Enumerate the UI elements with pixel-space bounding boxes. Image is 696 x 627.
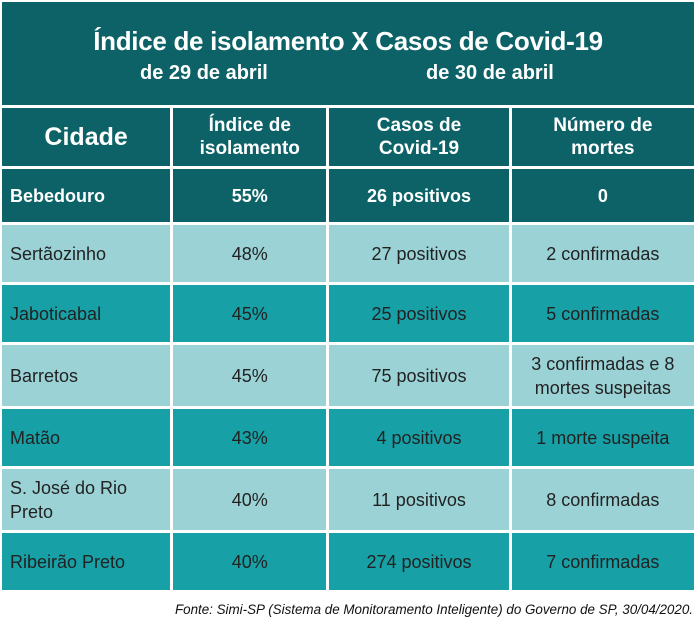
cell-indice: 55% xyxy=(173,169,327,222)
cell-casos: 11 positivos xyxy=(329,469,509,530)
table-row: Barretos 45% 75 positivos 3 confirmadas … xyxy=(2,345,694,406)
table-row: Jaboticabal 45% 25 positivos 5 confirmad… xyxy=(2,285,694,342)
cell-indice: 45% xyxy=(173,345,327,406)
cell-indice: 40% xyxy=(173,469,327,530)
cell-cidade-text: S. José do Rio Preto xyxy=(10,477,128,522)
cell-casos: 4 positivos xyxy=(329,409,509,466)
table-row: Sertãozinho 48% 27 positivos 2 confirmad… xyxy=(2,225,694,282)
table-row: Ribeirão Preto 40% 274 positivos 7 confi… xyxy=(2,533,694,590)
title-banner: Índice de isolamento X Casos de Covid-19… xyxy=(2,2,694,106)
cell-mortes: 0 xyxy=(511,169,694,222)
subtitle-cases-date: de 30 de abril xyxy=(426,62,554,84)
chart-title: Índice de isolamento X Casos de Covid-19 xyxy=(93,26,603,56)
cell-cidade: Bebedouro xyxy=(2,169,171,222)
subtitle-isolation-date: de 29 de abril xyxy=(140,62,268,84)
cell-mortes: 7 confirmadas xyxy=(511,533,694,590)
table-row: Matão 43% 4 positivos 1 morte suspeita xyxy=(2,409,694,466)
source-note: Fonte: Simi-SP (Sistema de Monitoramento… xyxy=(174,602,693,617)
cell-mortes: 1 morte suspeita xyxy=(511,409,694,466)
cell-mortes: 3 confirmadas e 8 mortes suspeitas xyxy=(511,345,694,406)
cell-mortes-text: 3 confirmadas e 8 mortes suspeitas xyxy=(531,353,675,398)
cell-casos: 75 positivos xyxy=(329,345,509,406)
cell-cidade: Ribeirão Preto xyxy=(2,533,171,590)
cell-casos: 26 positivos xyxy=(329,169,509,222)
cell-indice: 45% xyxy=(173,285,327,342)
cell-cidade: Sertãozinho xyxy=(2,225,171,282)
data-table: Cidade Índice de isolamento Casos de Cov… xyxy=(0,105,696,593)
table-row: Bebedouro 55% 26 positivos 0 xyxy=(2,169,694,222)
table-header-row: Cidade Índice de isolamento Casos de Cov… xyxy=(2,108,694,166)
cell-mortes: 5 confirmadas xyxy=(511,285,694,342)
cell-indice: 40% xyxy=(173,533,327,590)
column-header-mortes: Número de mortes xyxy=(511,108,694,166)
column-header-indice-label: Índice de isolamento xyxy=(199,115,300,159)
cell-cidade: Matão xyxy=(2,409,171,466)
column-header-cidade: Cidade xyxy=(2,108,171,166)
cell-indice: 48% xyxy=(173,225,327,282)
column-header-casos: Casos de Covid-19 xyxy=(329,108,509,166)
cell-cidade: Barretos xyxy=(2,345,171,406)
cell-cidade: Jaboticabal xyxy=(2,285,171,342)
table-row: S. José do Rio Preto 40% 11 positivos 8 … xyxy=(2,469,694,530)
cell-casos: 274 positivos xyxy=(329,533,509,590)
cell-casos: 27 positivos xyxy=(329,225,509,282)
cell-casos: 25 positivos xyxy=(329,285,509,342)
cell-mortes: 2 confirmadas xyxy=(511,225,694,282)
cell-cidade: S. José do Rio Preto xyxy=(2,469,171,530)
cell-mortes: 8 confirmadas xyxy=(511,469,694,530)
cell-indice: 43% xyxy=(173,409,327,466)
column-header-mortes-label: Número de mortes xyxy=(553,115,653,159)
infographic-card: Índice de isolamento X Casos de Covid-19… xyxy=(0,2,696,593)
column-header-casos-label: Casos de Covid-19 xyxy=(376,115,462,159)
column-header-indice: Índice de isolamento xyxy=(173,108,327,166)
